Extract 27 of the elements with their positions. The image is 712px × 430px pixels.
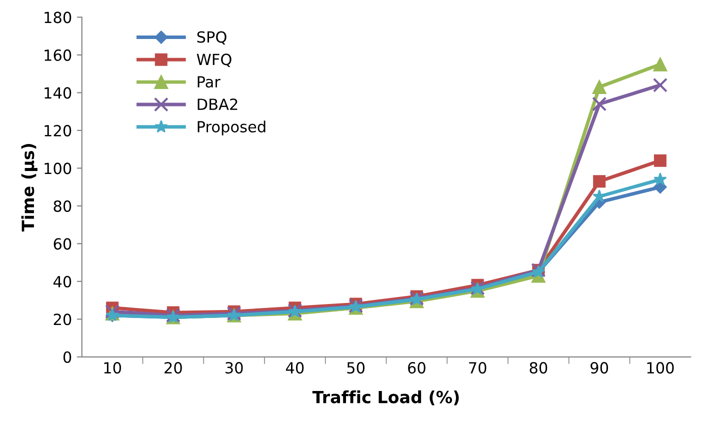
legend-label: DBA2 bbox=[198, 98, 238, 110]
x-tick-label: 70 bbox=[469, 362, 486, 374]
y-tick-label: 80 bbox=[54, 200, 72, 212]
x-tick-label: 50 bbox=[347, 362, 365, 374]
y-axis-title: Time (μs) bbox=[21, 144, 38, 232]
y-tick-label: 20 bbox=[54, 314, 72, 326]
x-tick-label: 90 bbox=[590, 362, 608, 374]
y-tick-label: 0 bbox=[63, 351, 72, 363]
x-tick-label: 30 bbox=[226, 362, 243, 374]
y-tick-label: 140 bbox=[44, 87, 72, 99]
x-tick-label: 20 bbox=[164, 362, 182, 374]
x-axis-title: Traffic Load (%) bbox=[312, 390, 459, 406]
x-tick-label: 40 bbox=[286, 362, 304, 374]
legend-label: WFQ bbox=[196, 54, 232, 67]
legend-label: Par bbox=[198, 76, 220, 88]
legend-label: Proposed bbox=[198, 120, 266, 136]
y-tick-label: 120 bbox=[44, 124, 72, 136]
x-tick-label: 100 bbox=[647, 362, 674, 374]
x-tick-label: 60 bbox=[408, 362, 426, 374]
x-tick-label: 10 bbox=[104, 362, 122, 374]
y-tick-label: 160 bbox=[44, 49, 72, 61]
y-tick-label: 100 bbox=[44, 162, 72, 174]
y-tick-label: 40 bbox=[53, 276, 72, 288]
legend-label: SPQ bbox=[197, 31, 226, 45]
y-tick-label: 180 bbox=[44, 12, 72, 24]
y-tick-label: 60 bbox=[54, 238, 72, 250]
x-tick-label: 80 bbox=[530, 362, 548, 374]
